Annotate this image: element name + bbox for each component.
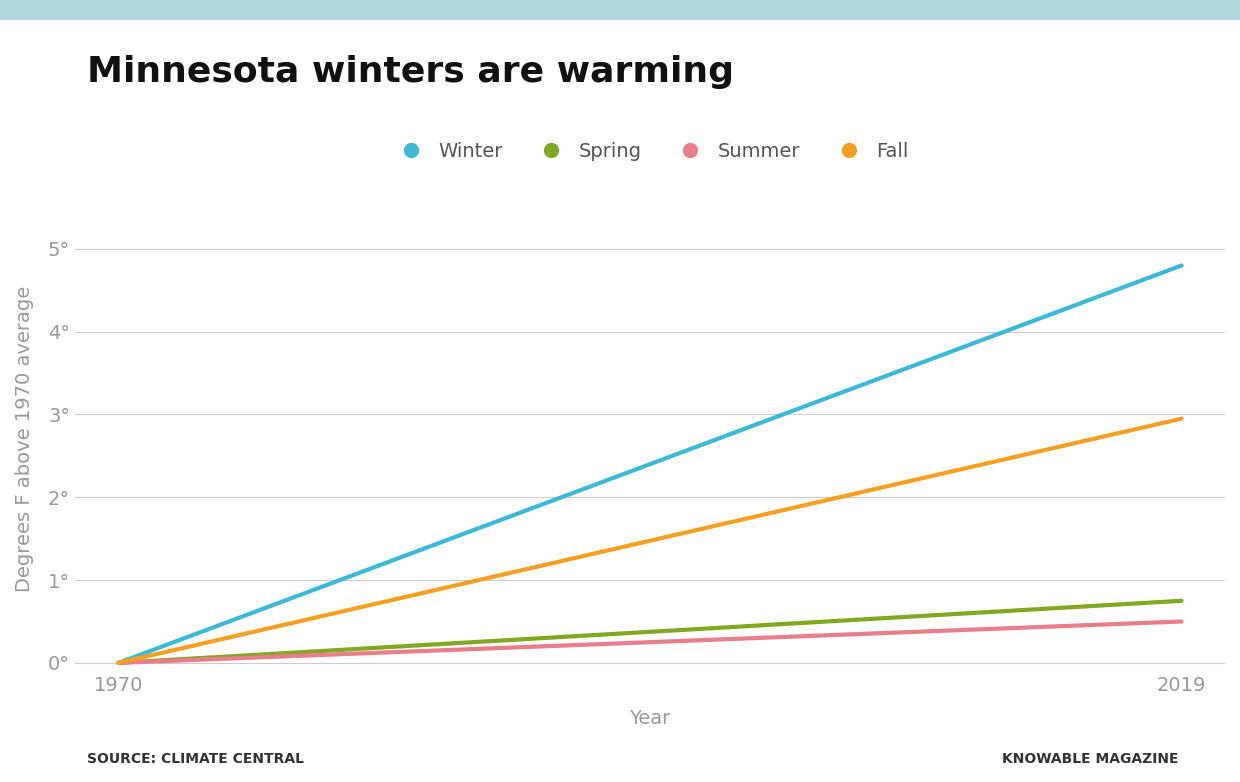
Text: KNOWABLE MAGAZINE: KNOWABLE MAGAZINE	[1002, 752, 1178, 766]
Text: Minnesota winters are warming: Minnesota winters are warming	[87, 55, 734, 88]
Y-axis label: Degrees F above 1970 average: Degrees F above 1970 average	[15, 286, 33, 593]
Text: SOURCE: CLIMATE CENTRAL: SOURCE: CLIMATE CENTRAL	[87, 752, 304, 766]
Legend: Winter, Spring, Summer, Fall: Winter, Spring, Summer, Fall	[384, 134, 916, 168]
X-axis label: Year: Year	[630, 709, 671, 728]
